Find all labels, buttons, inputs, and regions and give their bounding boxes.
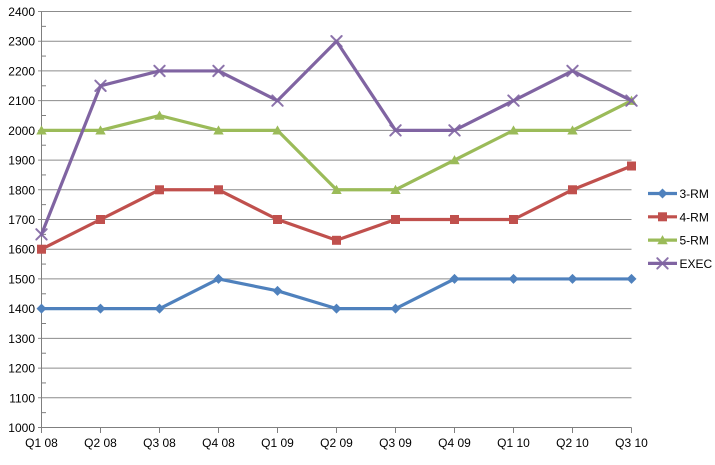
legend-label: 4-RM [680,210,709,224]
y-axis-tick-label: 1900 [8,154,35,168]
x-axis-tick-label: Q3 08 [143,436,176,450]
y-axis-tick-label: 2300 [8,35,35,49]
data-point-marker [331,303,342,314]
y-axis-tick-label: 2400 [8,5,35,19]
data-point-marker [214,185,223,195]
data-point-marker [625,94,638,107]
x-axis-tick-label: Q3 10 [615,436,648,450]
data-point-marker [507,94,520,107]
legend-label: EXEC [680,257,713,271]
legend-item-exec: EXEC [648,257,713,271]
data-point-marker [390,184,401,194]
x-axis-tick-label: Q2 09 [320,436,353,450]
y-axis-tick-label: 1100 [9,391,35,405]
data-point-marker [568,185,577,195]
data-point-marker [36,303,47,314]
data-point-marker [389,124,402,137]
axes [38,11,632,433]
data-point-marker [657,188,668,199]
data-point-marker [627,161,636,171]
legend: 3-RM 4-RM 5-RM EXEC [648,187,713,271]
series-exec [35,35,638,241]
x-axis-tick-label: Q1 08 [25,436,58,450]
data-point-marker [213,125,224,135]
data-point-marker [332,235,341,245]
data-point-marker [272,285,283,296]
data-point-marker [626,273,637,284]
data-point-marker [567,125,578,135]
y-axis-tick-label: 2000 [8,124,35,138]
legend-item-4-rm: 4-RM [648,210,709,224]
x-axis-tick-label: Q1 10 [497,436,530,450]
data-point-marker [449,273,460,284]
data-point-marker [212,64,225,78]
y-axis-tick-label: 1600 [8,243,35,257]
data-point-marker [94,79,107,92]
data-point-marker [273,215,282,224]
y-axis-tick-label: 2200 [8,64,35,78]
y-axis-tick-label: 1400 [8,302,35,316]
y-axis-tick-label: 1700 [8,213,35,227]
x-axis-tick-label: Q3 09 [379,436,412,450]
data-point-marker [271,94,284,107]
y-axis-tick-label: 1800 [8,183,35,197]
data-point-marker [450,215,459,224]
data-point-marker [566,64,579,78]
series-3-rm [36,273,637,314]
data-point-marker [657,235,668,245]
data-point-marker [213,273,224,284]
data-point-marker [449,155,460,165]
series-4-rm [37,161,636,254]
data-point-marker [96,215,105,224]
data-point-marker [37,244,46,254]
data-point-marker [330,35,343,48]
data-point-marker [331,184,342,194]
data-point-marker [272,125,283,135]
data-point-marker [95,125,106,135]
data-point-marker [154,110,165,120]
legend-item-5-rm: 5-RM [648,234,709,248]
data-point-marker [567,273,578,284]
data-point-marker [390,303,401,314]
data-point-marker [658,212,667,222]
data-point-marker [154,303,165,314]
data-point-marker [95,303,106,314]
data-point-marker [155,185,164,195]
x-axis-tick-label: Q2 08 [84,436,117,450]
y-axis-tick-label: 2100 [8,94,35,108]
data-point-marker [391,215,400,224]
data-point-marker [153,64,166,78]
x-axis-tick-label: Q2 10 [556,436,589,450]
y-axis-tick-label: 1500 [8,272,35,286]
legend-item-3-rm: 3-RM [648,187,709,201]
x-axis-labels: Q1 08 Q2 08 Q3 08 Q4 08 Q1 09 Q2 09 Q3 09 Q4 09… [25,436,648,450]
legend-label: 3-RM [680,187,709,201]
data-point-marker [448,124,461,137]
legend-label: 5-RM [680,234,709,248]
y-axis-tick-label: 1000 [8,421,35,435]
y-axis-tick-label: 1200 [8,362,35,376]
data-point-marker [508,125,519,135]
data-point-marker [508,273,519,284]
data-point-marker [36,125,47,135]
x-axis-tick-label: Q1 09 [261,436,294,450]
x-axis-tick-label: Q4 08 [202,436,235,450]
y-axis-labels: 1000 1100 1200 1300 1400 1500 1600 1700 1800 1900… [8,5,35,435]
data-point-marker [35,228,48,241]
data-point-marker [509,215,518,224]
x-axis-tick-label: Q4 09 [438,436,471,450]
y-axis-tick-label: 1300 [8,332,35,346]
data-point-marker [656,257,669,270]
